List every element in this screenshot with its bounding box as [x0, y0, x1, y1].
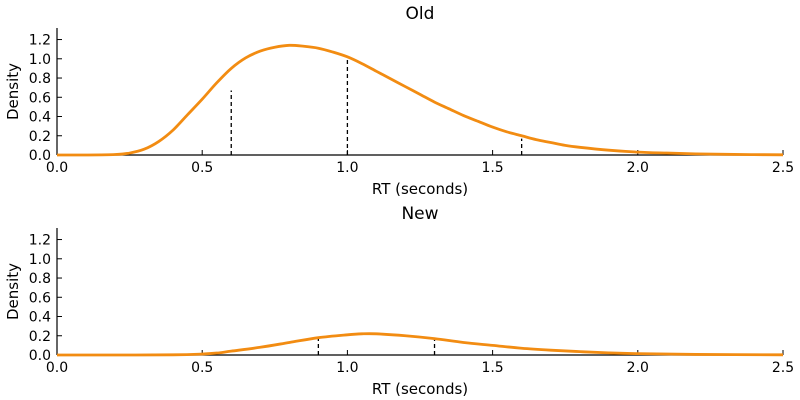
- y-tick-label: 1.2: [29, 33, 51, 49]
- panel-title: New: [401, 204, 438, 224]
- y-tick-label: 0.6: [29, 90, 51, 106]
- panel-new: New 0.0 0.5 1.0 1.5 2.0 2.5 0.0 0.2 0.4 0.6 0.8 1.0 1…: [4, 204, 794, 398]
- y-tick-label: 0.2: [29, 329, 51, 345]
- x-tick-label: 2.0: [627, 160, 649, 176]
- y-tick-label: 0.8: [29, 271, 51, 287]
- y-tick-label: 0.6: [29, 290, 51, 306]
- x-tick-label: 0.0: [46, 160, 68, 176]
- x-tick-label: 0.0: [46, 360, 68, 376]
- x-tick-label: 1.0: [336, 160, 358, 176]
- panel-title: Old: [406, 4, 435, 24]
- x-tick-label: 0.5: [191, 160, 213, 176]
- y-tick-label: 0.0: [29, 348, 51, 364]
- y-axis-title: Density: [4, 263, 22, 320]
- y-tick-label: 0.8: [29, 71, 51, 87]
- panel-old: Old 0.0 0.5 1.0 1.5 2.0 2.5 0.0 0.2 0.4 0.6 0.8 1.0 1…: [4, 4, 794, 198]
- x-tick-label: 2.0: [627, 360, 649, 376]
- x-axis-title: RT (seconds): [372, 380, 468, 398]
- density-curve: [56, 332, 784, 357]
- y-tick-label: 1.0: [29, 252, 51, 268]
- x-tick-label: 1.5: [481, 160, 503, 176]
- y-tick-label: 0.4: [29, 110, 51, 126]
- y-tick-label: 1.0: [29, 52, 51, 68]
- x-axis-title: RT (seconds): [372, 180, 468, 198]
- x-tick-label: 0.5: [191, 360, 213, 376]
- x-tick-label: 2.5: [772, 360, 794, 376]
- x-tick-label: 2.5: [772, 160, 794, 176]
- y-axis-title: Density: [4, 63, 22, 120]
- x-tick-label: 1.0: [336, 360, 358, 376]
- y-tick-label: 1.2: [29, 233, 51, 249]
- density-curve: [56, 43, 784, 157]
- x-tick-label: 1.5: [481, 360, 503, 376]
- y-tick-label: 0.2: [29, 129, 51, 145]
- y-tick-label: 0.4: [29, 310, 51, 326]
- y-tick-label: 0.0: [29, 148, 51, 164]
